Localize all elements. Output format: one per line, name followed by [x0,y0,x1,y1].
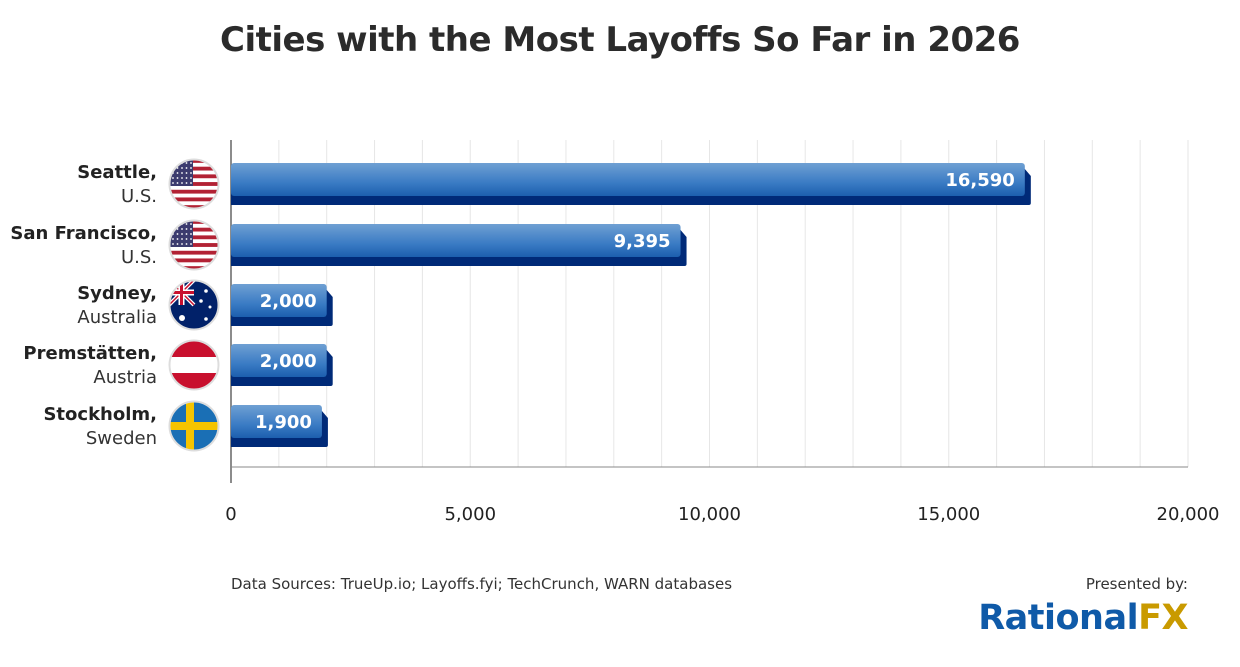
category-city-label: Sydney, [77,283,157,304]
usa-flag-icon [168,219,220,271]
bar-face [231,163,1025,196]
category-country-label: U.S. [121,186,157,207]
category-country-label: Austria [93,367,157,388]
bar [231,284,333,326]
bar-chart: 16,590 Seattle, U.S. 9,395 San Francisco, U.S… [10,140,1220,525]
data-label: 16,590 [945,170,1014,191]
presented-by-label: Presented by: [1085,575,1188,593]
bar-face [231,344,327,377]
category-city-label: Stockholm, [43,404,157,425]
data-label: 1,900 [255,412,312,433]
x-tick-label: 15,000 [917,504,980,525]
bar [231,405,328,447]
category-country-label: Sweden [86,428,157,449]
x-tick-label: 10,000 [678,504,741,525]
category-city-label: Seattle, [77,162,157,183]
sweden-flag-icon [168,400,220,452]
bar-face [231,224,681,257]
bar [231,344,333,386]
x-tick-label: 0 [225,504,236,525]
rationalfx-logo[interactable]: RationalFX [978,598,1188,638]
bar [231,224,687,266]
x-tick-label: 20,000 [1157,504,1220,525]
logo-part-fx: FX [1138,598,1188,638]
bar-face [231,405,322,438]
category-city-label: San Francisco, [10,223,157,244]
category-country-label: Australia [77,307,157,328]
bar-face [231,284,327,317]
logo-part-rational: Rational [978,598,1139,638]
australia-flag-icon [168,279,220,331]
data-label: 2,000 [260,291,317,312]
usa-flag-icon [168,158,220,210]
category-country-label: U.S. [121,247,157,268]
category-city-label: Premstätten, [23,343,157,364]
bar [231,163,1031,205]
chart-title: Cities with the Most Layoffs So Far in 2… [220,20,1020,60]
data-label: 9,395 [614,231,671,252]
data-label: 2,000 [260,351,317,372]
x-tick-label: 5,000 [444,504,496,525]
data-source-note: Data Sources: TrueUp.io; Layoffs.fyi; Te… [231,575,733,593]
austria-flag-icon [168,339,220,391]
